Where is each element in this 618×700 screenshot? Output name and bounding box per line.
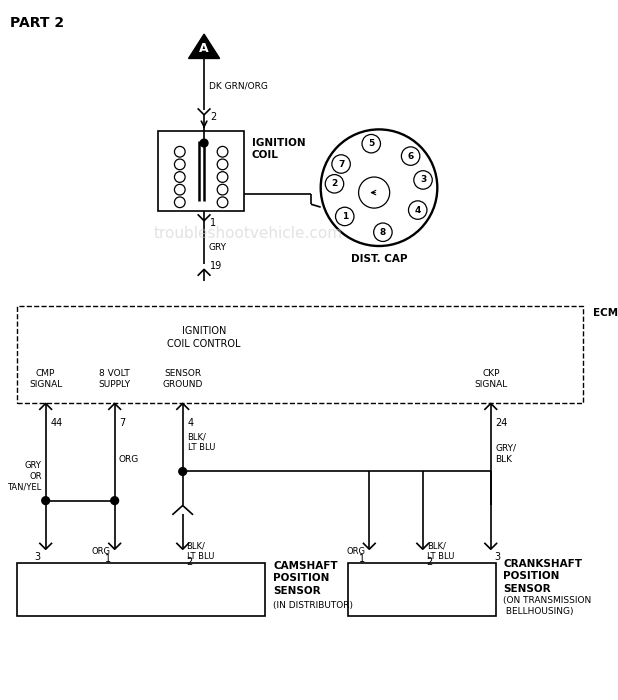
Text: troubleshootvehicle.com: troubleshootvehicle.com xyxy=(153,226,342,241)
Text: 4: 4 xyxy=(187,418,193,428)
Circle shape xyxy=(42,497,49,505)
Text: (IN DISTRIBUTOR): (IN DISTRIBUTOR) xyxy=(273,601,353,610)
Text: CMP
SIGNAL: CMP SIGNAL xyxy=(29,369,62,389)
Text: 44: 44 xyxy=(51,418,63,428)
Text: CKP
SIGNAL: CKP SIGNAL xyxy=(474,369,507,389)
Bar xyxy=(17,307,583,403)
Text: A: A xyxy=(199,42,209,55)
Text: 6: 6 xyxy=(407,152,413,160)
Text: ORG: ORG xyxy=(119,455,139,464)
Text: 2: 2 xyxy=(331,179,337,188)
Bar xyxy=(17,563,265,616)
Bar xyxy=(348,563,496,616)
Text: ORG: ORG xyxy=(347,547,365,556)
Text: (ON TRANSMISSION
 BELLHOUSING): (ON TRANSMISSION BELLHOUSING) xyxy=(504,596,591,615)
Text: 24: 24 xyxy=(496,418,508,428)
Text: GRY: GRY xyxy=(209,244,227,253)
Text: 8: 8 xyxy=(380,228,386,237)
Polygon shape xyxy=(188,34,219,59)
Text: CRANKSHAFT
POSITION
SENSOR: CRANKSHAFT POSITION SENSOR xyxy=(504,559,582,594)
Text: BLK/
LT BLU: BLK/ LT BLU xyxy=(426,541,454,561)
Text: 1: 1 xyxy=(359,554,365,564)
Text: IGNITION
COIL CONTROL: IGNITION COIL CONTROL xyxy=(167,326,241,349)
Text: 19: 19 xyxy=(210,261,222,272)
Text: 8 VOLT
SUPPLY: 8 VOLT SUPPLY xyxy=(99,369,131,389)
Text: 1: 1 xyxy=(210,218,216,228)
Circle shape xyxy=(200,139,208,147)
Bar xyxy=(158,132,244,211)
Text: DK GRN/ORG: DK GRN/ORG xyxy=(209,81,268,90)
Text: 3: 3 xyxy=(420,176,426,184)
Text: SENSOR
GROUND: SENSOR GROUND xyxy=(163,369,203,389)
Text: 5: 5 xyxy=(368,139,375,148)
Text: 7: 7 xyxy=(119,418,126,428)
Text: PART 2: PART 2 xyxy=(10,17,64,31)
Text: 2: 2 xyxy=(426,557,433,567)
Text: BLK/
LT BLU: BLK/ LT BLU xyxy=(187,433,215,452)
Text: ECM: ECM xyxy=(593,308,618,318)
Text: GRY/
BLK: GRY/ BLK xyxy=(496,444,517,464)
Text: 4: 4 xyxy=(415,206,421,215)
Text: ORG: ORG xyxy=(92,547,111,556)
Text: IGNITION
COIL: IGNITION COIL xyxy=(252,138,305,160)
Text: BLK/
LT BLU: BLK/ LT BLU xyxy=(187,541,214,561)
Text: GRY
OR
TAN/YEL: GRY OR TAN/YEL xyxy=(7,461,42,492)
Circle shape xyxy=(111,497,119,505)
Text: 1: 1 xyxy=(342,212,348,221)
Text: 3: 3 xyxy=(35,552,41,562)
Circle shape xyxy=(179,468,187,475)
Text: 3: 3 xyxy=(494,552,501,562)
Text: 7: 7 xyxy=(338,160,344,169)
Text: 2: 2 xyxy=(210,112,216,122)
Text: 1: 1 xyxy=(104,554,111,564)
Text: CAMSHAFT
POSITION
SENSOR: CAMSHAFT POSITION SENSOR xyxy=(273,561,337,596)
Text: 2: 2 xyxy=(187,557,193,567)
Text: DIST. CAP: DIST. CAP xyxy=(351,253,407,264)
